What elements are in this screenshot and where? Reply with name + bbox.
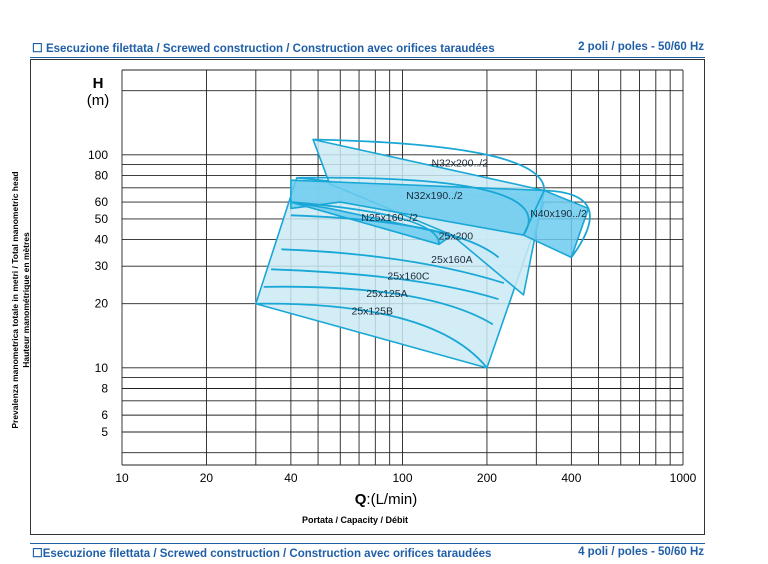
x-tick-label: 40	[284, 471, 298, 485]
checkbox-icon: ☐	[32, 41, 43, 55]
y-tick-label: 50	[95, 212, 109, 226]
x-axis-label: Q:(L/min)	[355, 491, 418, 508]
curve-label: 25x160C	[387, 270, 429, 282]
pump-curve	[255, 302, 488, 369]
header-bottom: ☐Esecuzione filettata / Screwed construc…	[0, 546, 768, 562]
y-tick-label: 6	[101, 408, 108, 422]
curve-label: 25x125B	[352, 305, 393, 317]
y-axis-symbol: H	[93, 75, 104, 92]
x-tick-label: 1000	[670, 471, 697, 485]
pump-curve	[296, 176, 530, 236]
curve-label: N25x160../2	[361, 212, 418, 224]
y-tick-label: 10	[95, 361, 109, 375]
header-top-title: ☐ Esecuzione filettata / Screwed constru…	[32, 41, 495, 55]
y-tick-label: 30	[95, 259, 109, 273]
checkbox-icon: ☐	[32, 546, 43, 560]
x-tick-label: 10	[115, 471, 129, 485]
pump-curve	[271, 268, 499, 301]
curve-label: 25x200	[439, 231, 474, 243]
performance-region	[290, 179, 545, 236]
pump-curve	[263, 285, 494, 326]
x-tick-label: 200	[477, 471, 497, 485]
pump-curve	[290, 214, 500, 259]
pump-curve	[290, 201, 440, 245]
x-axis-caption: Portata / Capacity / Débit	[302, 515, 408, 525]
y-tick-label: 20	[95, 297, 109, 311]
chart-frame	[30, 59, 705, 535]
y-tick-label: 40	[95, 233, 109, 247]
x-tick-label: 20	[200, 471, 214, 485]
y-tick-label: 80	[95, 168, 109, 182]
pump-curve	[544, 189, 591, 258]
curve-label: N32x200../2	[431, 158, 488, 170]
y-tick-label: 60	[95, 195, 109, 209]
x-axis-symbol: Q	[355, 491, 367, 508]
x-tick-label: 400	[561, 471, 581, 485]
curve-label: N32x190../2	[406, 190, 463, 202]
x-axis-unit: :(L/min)	[366, 491, 417, 508]
curve-label: N40x190../2	[530, 208, 587, 220]
curve-label: 25x160A	[431, 254, 472, 266]
header-top-poles: 2 poli / poles - 50/60 Hz	[578, 41, 704, 53]
y-tick-label: 5	[101, 425, 108, 439]
curve-label: 25x125A	[366, 288, 407, 300]
header-bottom-poles: 4 poli / poles - 50/60 Hz	[578, 546, 704, 558]
header-top-divider	[30, 57, 705, 58]
pump-curve	[313, 138, 546, 191]
header-top: ☐ Esecuzione filettata / Screwed constru…	[0, 41, 768, 57]
pump-curve	[281, 248, 505, 284]
header-bottom-divider	[30, 543, 705, 544]
y-axis-unit: (m)	[87, 92, 110, 109]
header-bottom-title: ☐Esecuzione filettata / Screwed construc…	[32, 546, 492, 560]
y-tick-label: 8	[101, 382, 108, 396]
x-tick-label: 100	[392, 471, 412, 485]
y-tick-label: 100	[88, 148, 108, 162]
